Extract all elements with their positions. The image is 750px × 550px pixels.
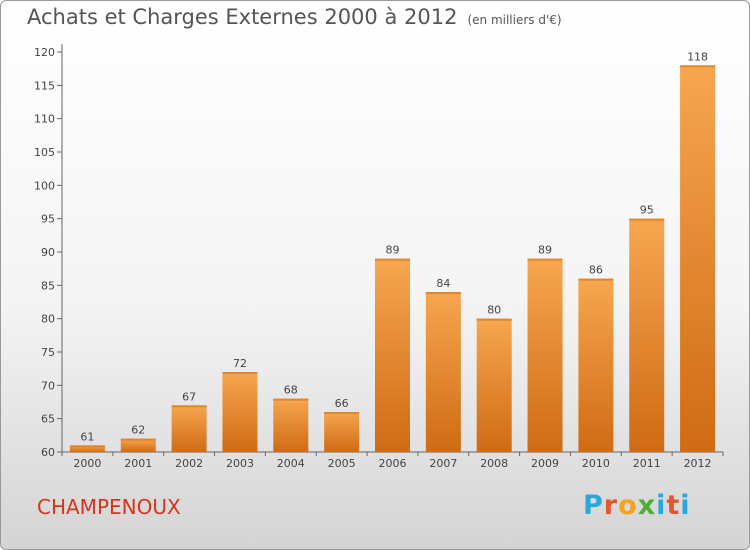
bar-top-edge <box>375 258 410 261</box>
x-tick-label: 2000 <box>73 457 101 470</box>
proxiti-logo: Proxiti <box>583 490 691 521</box>
x-tick-label: 2012 <box>684 457 712 470</box>
y-tick-label: 110 <box>34 113 55 126</box>
bar-value-label: 62 <box>131 424 145 437</box>
bar-top-edge <box>629 218 665 221</box>
bar <box>324 412 360 452</box>
title-text: Achats et Charges Externes 2000 à 2012 <box>27 5 458 29</box>
bar-top-edge <box>578 278 614 281</box>
y-tick-label: 90 <box>41 246 55 259</box>
bar-top-edge <box>120 438 156 441</box>
bar-top-edge <box>680 65 716 68</box>
bar-value-label: 89 <box>538 244 552 257</box>
bar-value-label: 72 <box>233 357 247 370</box>
bar <box>222 372 258 452</box>
bar-value-label: 67 <box>182 390 196 403</box>
y-tick-label: 70 <box>41 379 55 392</box>
bar-top-edge <box>324 412 360 414</box>
bar-value-label: 66 <box>335 397 349 410</box>
bar <box>629 218 665 452</box>
title-unit: (en milliers d'€) <box>467 13 562 27</box>
y-tick-label: 105 <box>34 146 55 159</box>
x-tick-label: 2008 <box>480 457 508 470</box>
bar <box>171 405 207 452</box>
bar-top-edge <box>273 398 309 401</box>
bar-value-label: 61 <box>80 430 94 443</box>
y-tick-label: 65 <box>41 413 55 426</box>
y-tick-label: 95 <box>41 213 55 226</box>
bar <box>425 292 461 452</box>
bar <box>273 398 309 452</box>
bar-value-label: 80 <box>487 304 501 317</box>
y-tick-label: 80 <box>41 313 55 326</box>
bar-value-label: 86 <box>589 264 603 277</box>
x-tick-label: 2004 <box>277 457 305 470</box>
bar-top-edge <box>527 258 563 261</box>
x-tick-label: 2009 <box>531 457 559 470</box>
x-tick-label: 2001 <box>124 457 152 470</box>
bar-top-edge <box>69 445 105 448</box>
x-tick-label: 2003 <box>226 457 254 470</box>
bar <box>375 258 410 452</box>
bar-top-edge <box>222 372 258 374</box>
bar <box>680 65 716 452</box>
town-name: CHAMPENOUX <box>37 495 181 519</box>
x-tick-label: 2002 <box>175 457 203 470</box>
x-tick-label: 2010 <box>582 457 610 470</box>
bar <box>120 438 156 452</box>
bar-value-label: 68 <box>284 384 298 397</box>
bar <box>476 318 512 452</box>
bar <box>527 258 563 452</box>
x-tick-label: 2006 <box>379 457 407 470</box>
y-tick-label: 60 <box>41 446 55 459</box>
bar-top-edge <box>171 405 207 408</box>
x-tick-label: 2007 <box>429 457 457 470</box>
bar-top-edge <box>425 292 461 294</box>
y-tick-label: 115 <box>34 79 55 92</box>
y-tick-label: 85 <box>41 279 55 292</box>
bar-top-edge <box>476 318 512 321</box>
bar-value-label: 89 <box>386 244 400 257</box>
bar <box>69 445 105 452</box>
bar-value-label: 95 <box>640 204 654 217</box>
bar-value-label: 118 <box>687 50 708 63</box>
x-tick-label: 2011 <box>633 457 661 470</box>
x-tick-label: 2005 <box>328 457 356 470</box>
y-tick-label: 100 <box>34 179 55 192</box>
bar-value-label: 84 <box>436 277 450 290</box>
bar <box>578 278 614 452</box>
y-tick-label: 120 <box>34 46 55 59</box>
chart-title: Achats et Charges Externes 2000 à 2012 (e… <box>27 5 562 29</box>
y-tick-label: 75 <box>41 346 55 359</box>
